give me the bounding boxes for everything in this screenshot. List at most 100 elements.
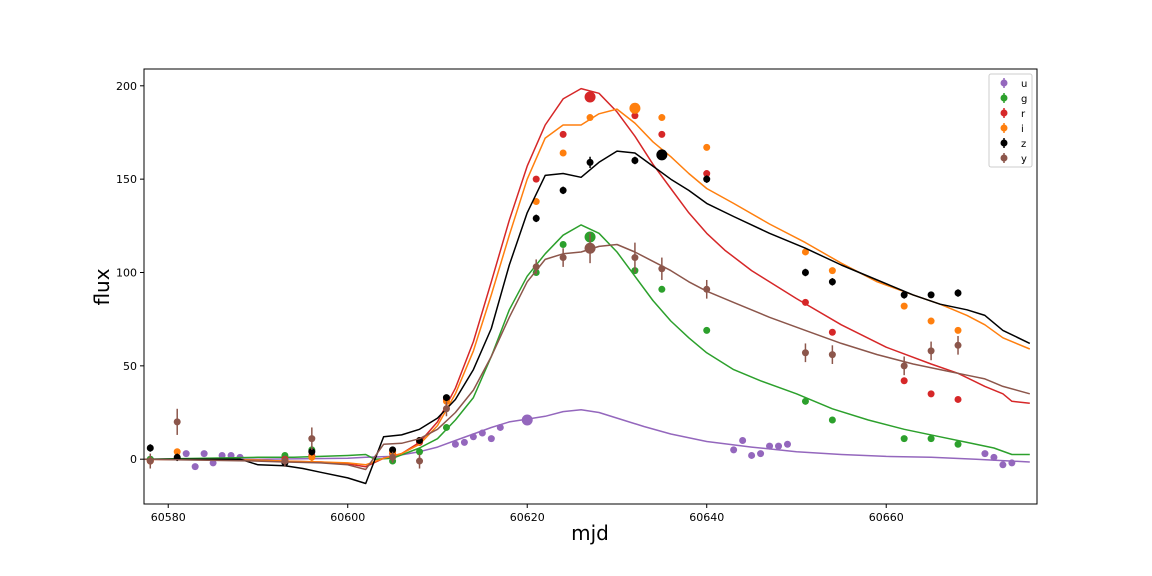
series-z [144,149,1031,485]
data-point-u [981,450,989,458]
data-point-r [954,395,962,403]
data-point-y [631,254,639,262]
y-axis-title: flux [90,268,114,305]
data-point-g [927,435,935,443]
data-point-g [658,285,666,293]
legend-item-u: u [1000,78,1027,90]
legend-item-z: z [1000,138,1026,150]
data-point-r [927,390,935,398]
data-point-u [730,446,738,454]
legend-marker [1000,139,1008,147]
data-point-y [281,457,289,465]
data-point-z [801,268,809,276]
data-point-r [584,91,596,103]
y-tick-label: 150 [116,173,137,186]
data-point-i [828,267,836,275]
data-point-u [521,414,533,426]
data-point-i [703,143,711,151]
data-point-y [532,263,540,271]
data-point-u [999,461,1007,469]
data-point-y [308,435,316,443]
data-point-z [954,289,962,297]
data-point-y [559,254,567,262]
data-point-i [532,198,540,206]
legend-marker [1000,124,1008,132]
data-point-i [586,114,594,122]
data-point-y [658,265,666,273]
data-point-y [584,242,596,254]
data-point-u [460,438,468,446]
data-point-u [478,429,486,437]
x-tick-label: 60580 [151,511,186,524]
data-point-i [801,248,809,256]
legend-label: y [1021,154,1027,165]
plot-frame [143,68,1038,505]
series-y [143,233,1030,471]
legend-item-g: g [1000,93,1027,105]
series-u [144,408,1030,471]
data-point-y [146,457,154,465]
data-point-u [451,440,459,448]
data-point-i [954,326,962,334]
x-tick-label: 60620 [510,511,545,524]
data-point-r [828,328,836,336]
data-point-i [559,149,567,157]
legend-marker [1000,79,1008,87]
series-layer [143,87,1031,485]
legend-label: g [1021,94,1027,105]
data-point-z [308,448,316,456]
data-point-z [442,394,450,402]
data-point-i [308,453,316,461]
data-point-z [146,444,154,452]
legend-marker [1000,109,1008,117]
data-point-r [900,377,908,385]
data-point-u [757,450,765,458]
data-point-u [182,450,190,458]
legend-marker [1000,154,1008,162]
data-point-u [783,440,791,448]
legend-label: u [1021,79,1027,90]
data-point-u [775,442,783,450]
y-tick-label: 0 [130,453,137,466]
y-tick-label: 50 [123,360,137,373]
x-axis-title: mjd [571,521,609,545]
legend-label: i [1021,124,1024,135]
legend-item-i: i [1000,123,1024,135]
legend-box [988,73,1033,168]
data-point-u [200,450,208,458]
data-point-r [532,175,540,183]
model-line-z [144,150,1031,485]
axis-layer: 60580 60600 60620 60640 60660 0 50 100 150 200 [116,80,904,524]
data-point-z [532,214,540,222]
data-point-g [559,240,567,248]
data-point-r [559,130,567,138]
data-point-z [656,149,668,161]
data-point-u [739,437,747,445]
x-tick-label: 60600 [330,511,365,524]
data-point-y [416,457,424,465]
data-point-y [442,405,450,413]
y-tick-label: 100 [116,266,137,279]
data-point-g [416,448,424,456]
data-point-y [828,351,836,359]
legend-item-r: r [1000,108,1026,120]
data-point-y [927,347,935,355]
data-point-z [927,291,935,299]
data-point-y [954,341,962,349]
legend-marker [1000,94,1008,102]
data-point-y [900,362,908,370]
data-point-u [191,463,199,471]
data-point-u [1008,459,1016,467]
data-point-r [801,298,809,306]
data-point-z [559,186,567,194]
data-point-y [801,349,809,357]
data-point-i [900,302,908,310]
data-point-u [487,435,495,443]
data-point-y [173,418,181,426]
data-point-g [442,423,450,431]
data-point-r [658,130,666,138]
data-point-r [703,170,711,178]
